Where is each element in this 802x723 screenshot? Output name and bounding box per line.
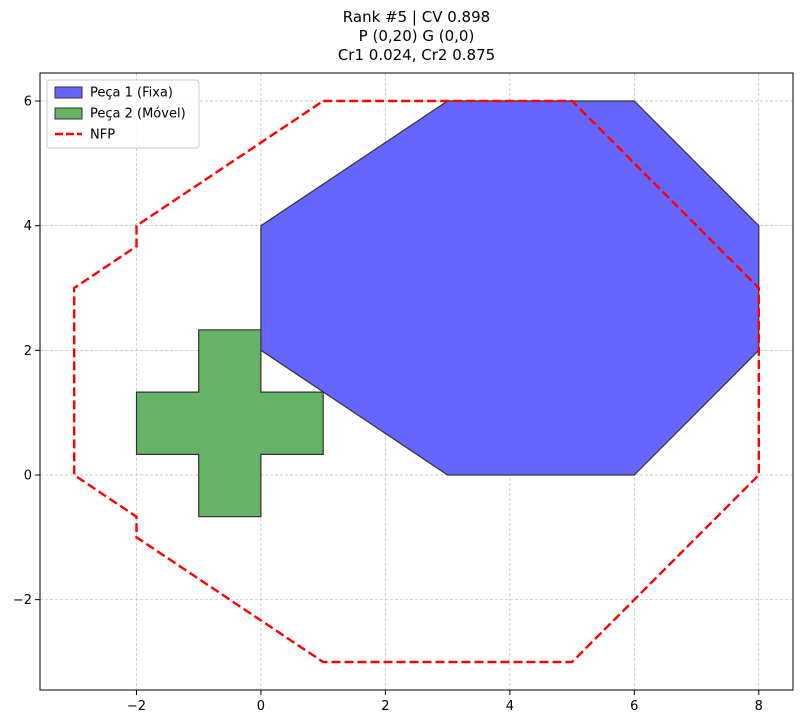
y-tick-label: −2 (13, 593, 32, 608)
title-line: Rank #5 | CV 0.898 (343, 8, 490, 26)
x-tick-label: 6 (630, 699, 638, 714)
legend-label: Peça 1 (Fixa) (90, 86, 173, 101)
legend-swatch-1 (54, 86, 83, 99)
y-tick-label: 0 (24, 468, 32, 483)
series-polygon-2 (135, 329, 324, 518)
series-nfp-line (72, 99, 760, 664)
legend-label: Peça 2 (Móvel) (90, 107, 186, 122)
plot-series (72, 99, 760, 664)
plot-frame (39, 72, 794, 691)
y-tick-label: 4 (24, 219, 32, 234)
axis-ticks: −2 0 2 4 6 8 −2 0 2 4 6 (13, 95, 763, 714)
title-line: P (0,20) G (0,0) (359, 27, 475, 45)
x-tick-label: 4 (506, 699, 514, 714)
y-tick-label: 6 (24, 95, 32, 110)
title-line: Cr1 0.024, Cr2 0.875 (338, 46, 495, 64)
legend: Peça 1 (Fixa) Peça 2 (Móvel) NFP (46, 79, 200, 149)
y-tick-label: 2 (24, 344, 32, 359)
legend-label: NFP (90, 128, 115, 143)
x-tick-label: 8 (755, 699, 763, 714)
x-tick-label: 0 (257, 699, 265, 714)
legend-swatch-2 (54, 107, 83, 120)
series-polygon-1 (260, 100, 760, 476)
x-tick-label: −2 (127, 699, 146, 714)
x-tick-label: 2 (381, 699, 389, 714)
legend-box (46, 79, 200, 149)
